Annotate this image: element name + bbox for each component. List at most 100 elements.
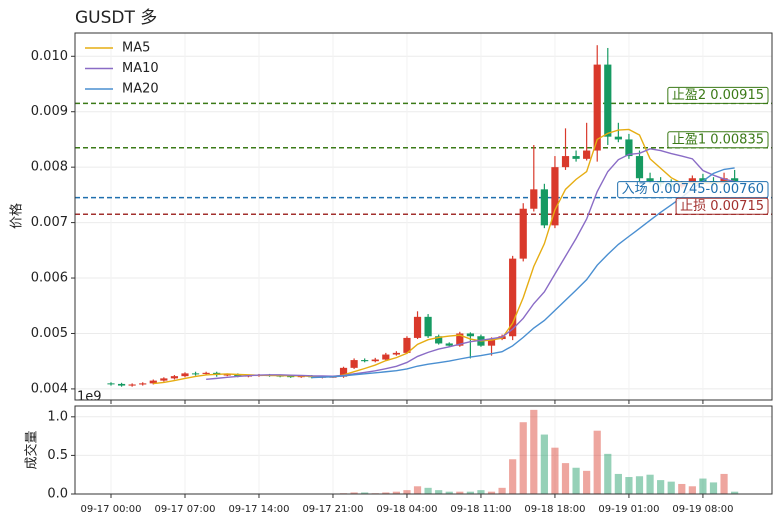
volume-bar xyxy=(392,491,400,494)
x-tick-label: 09-19 08:00 xyxy=(672,504,733,515)
volume-bar xyxy=(435,490,443,494)
candle-body xyxy=(297,376,305,378)
candle-body xyxy=(181,373,189,377)
candle-body xyxy=(424,316,432,337)
volume-bar xyxy=(382,492,390,494)
volume-axis-label: 成交量 xyxy=(24,430,40,469)
y-tick-label: 0.007 xyxy=(31,215,68,230)
x-tick-label: 09-17 07:00 xyxy=(154,504,215,515)
candle-body xyxy=(445,343,453,346)
volume-bar xyxy=(350,492,358,494)
volume-bar xyxy=(635,476,644,494)
y-tick-label: 0.0 xyxy=(47,487,68,502)
candle-body xyxy=(625,139,633,157)
candle-body xyxy=(339,367,348,377)
candle-body xyxy=(487,339,496,346)
y-tick-label: 0.004 xyxy=(31,381,68,396)
level-label-box xyxy=(667,86,769,104)
level-label-box xyxy=(617,181,769,199)
volume-bar xyxy=(667,481,675,494)
ma-line xyxy=(206,148,735,380)
volume-bar xyxy=(530,409,538,494)
volume-bar xyxy=(551,447,559,494)
legend-label: MA20 xyxy=(122,82,159,97)
volume-bar xyxy=(498,487,506,494)
x-tick-label: 09-19 01:00 xyxy=(598,504,659,515)
candle-body xyxy=(382,354,390,360)
legend-label: MA5 xyxy=(122,41,150,56)
x-tick-label: 09-17 21:00 xyxy=(302,504,363,515)
volume-bar xyxy=(688,486,696,494)
candle-body xyxy=(350,360,358,368)
candle-body xyxy=(561,156,570,168)
level-label: 止损 0.00715 xyxy=(680,199,764,214)
y-tick-label: 0.008 xyxy=(31,160,68,175)
volume-bar xyxy=(445,491,453,494)
candle-body xyxy=(149,380,157,384)
legend-label: MA10 xyxy=(122,61,159,76)
volume-bar xyxy=(572,467,580,494)
volume-bar xyxy=(456,491,464,494)
candle-body xyxy=(509,258,517,337)
candle-body xyxy=(371,359,379,362)
y-tick-label: 0.009 xyxy=(31,104,68,119)
y-tick-label: 1.0 xyxy=(47,409,68,424)
candle-body xyxy=(646,178,654,182)
candle-body xyxy=(731,178,739,182)
candle-body xyxy=(392,352,400,355)
candle-body xyxy=(551,167,559,226)
volume-bar xyxy=(561,463,570,494)
candle-body xyxy=(593,64,601,151)
volume-bar xyxy=(593,430,601,494)
candle-body xyxy=(170,376,179,379)
volume-bar xyxy=(720,473,728,494)
x-tick-label: 09-18 18:00 xyxy=(524,504,585,515)
candle-body xyxy=(413,316,422,338)
x-tick-label: 09-18 11:00 xyxy=(450,504,511,515)
volume-bar xyxy=(625,477,633,494)
candle-body xyxy=(117,383,126,386)
volume-bar xyxy=(509,459,517,494)
x-tick-label: 09-17 14:00 xyxy=(228,504,289,515)
candle-body xyxy=(583,150,591,159)
candle-body xyxy=(699,178,707,182)
volume-bar xyxy=(519,422,527,494)
volume-bar xyxy=(604,453,612,494)
volume-bar xyxy=(424,487,432,494)
candle-body xyxy=(202,372,210,374)
volume-bar xyxy=(699,478,707,494)
volume-bar xyxy=(678,483,686,494)
candle-body xyxy=(234,374,242,377)
y-tick-label: 0.006 xyxy=(31,271,68,286)
candle-body xyxy=(614,136,622,140)
volume-bar xyxy=(403,490,411,494)
volume-bar xyxy=(614,473,622,494)
candle-body xyxy=(572,156,580,159)
candle-body xyxy=(139,383,147,385)
volume-bar xyxy=(540,434,548,494)
y-tick-label: 0.5 xyxy=(47,448,68,463)
candle-body xyxy=(361,360,369,362)
candle-body xyxy=(519,208,527,259)
candle-body xyxy=(287,376,295,378)
candle-body xyxy=(223,374,231,376)
volume-bar xyxy=(487,491,496,494)
candle-body xyxy=(456,333,464,346)
volume-bar xyxy=(413,486,422,494)
candle-body xyxy=(604,64,612,137)
volume-bar xyxy=(466,491,474,494)
plot-frame xyxy=(74,32,773,401)
candle-body xyxy=(403,337,411,353)
volume-bar xyxy=(361,492,369,494)
candle-body xyxy=(191,373,200,375)
candle-body xyxy=(107,383,115,385)
volume-bar xyxy=(657,480,665,494)
level-label-box xyxy=(675,197,769,215)
candle-body xyxy=(466,333,474,337)
candle-body xyxy=(530,189,538,209)
candle-body xyxy=(160,378,168,381)
x-tick-label: 09-17 00:00 xyxy=(80,504,141,515)
ma-line xyxy=(311,167,735,379)
volume-bar xyxy=(646,474,654,494)
